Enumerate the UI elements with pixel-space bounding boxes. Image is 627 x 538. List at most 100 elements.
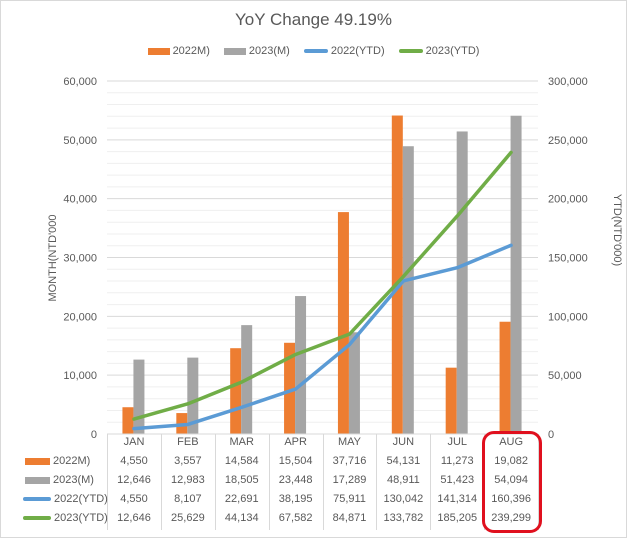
- line-swatch-icon: [303, 49, 328, 53]
- table-cell: 54,131: [386, 455, 421, 467]
- table-row-header: 2023(M): [25, 474, 94, 486]
- legend-label: 2022M): [172, 45, 210, 57]
- legend-item: 2022(YTD): [303, 45, 385, 57]
- table-divider: [268, 434, 270, 530]
- chart-legend: 2022M) 2023(M) 2022(YTD) 2023(YTD): [0, 45, 627, 57]
- y2-tick-label: 100,000: [548, 311, 588, 323]
- chart-title: YoY Change 49.19%: [235, 10, 392, 29]
- legend-item: 2023(YTD): [398, 45, 480, 57]
- bar-2022m: [284, 342, 296, 434]
- table-cell: 4,550: [120, 455, 148, 467]
- category-label: APR: [284, 436, 307, 448]
- y2-tick-label: 150,000: [548, 253, 588, 265]
- bar-swatch-icon: [147, 47, 170, 55]
- table-cell: 11,273: [440, 455, 474, 467]
- category-label: JUL: [447, 436, 468, 448]
- table-cell: 18,505: [224, 474, 259, 486]
- category-label: MAR: [229, 436, 254, 448]
- table-cell: 25,629: [171, 512, 205, 524]
- table-divider: [214, 434, 216, 530]
- table-cell: 4,550: [120, 493, 148, 505]
- category-label: JUN: [392, 436, 415, 448]
- table-cell: 37,716: [332, 455, 367, 467]
- table-cell: 185,205: [437, 512, 478, 524]
- table-divider: [322, 434, 324, 530]
- bar-2023m: [456, 131, 468, 434]
- table-cell: 48,911: [386, 474, 420, 486]
- table-cell: 23,448: [278, 474, 313, 486]
- bar-2022m: [445, 367, 457, 434]
- table-cell: 44,134: [224, 512, 259, 524]
- table-divider: [107, 434, 108, 530]
- table-cell: 8,107: [174, 493, 202, 505]
- bar-2022m: [337, 212, 349, 434]
- y-tick-label: 0: [91, 429, 97, 441]
- bar-2023m: [187, 357, 199, 434]
- legend-item: 2022M): [147, 45, 210, 57]
- table-divider: [160, 434, 162, 530]
- legend-label: 2023(M): [248, 45, 290, 57]
- table-cell: 141,314: [437, 493, 478, 505]
- table-cell: 12,983: [171, 474, 205, 486]
- table-divider: [376, 434, 378, 530]
- table-row-header: 2022M): [25, 455, 90, 467]
- category-label: MAY: [337, 436, 362, 448]
- legend-item: 2023(M): [223, 45, 290, 57]
- table-cell: 12,646: [117, 474, 151, 486]
- bar-2023m: [295, 296, 307, 434]
- y2-tick-label: 0: [548, 429, 554, 441]
- table-cell: 19,082: [494, 455, 528, 467]
- y-tick-label: 40,000: [63, 194, 97, 206]
- y-axis-title: MONTH(NTD'000: [47, 214, 59, 301]
- series-swatch-icon: [23, 516, 51, 520]
- table-divider: [430, 434, 432, 530]
- bar-swatch-icon: [223, 47, 246, 55]
- aug-highlight-box: [482, 431, 542, 533]
- y2-axis-title: YTD(NTD'000): [611, 194, 623, 266]
- category-label: FEB: [177, 436, 199, 448]
- y-tick-label: 30,000: [63, 253, 97, 265]
- table-cell: 22,691: [224, 493, 259, 505]
- table-divider: [538, 434, 539, 530]
- table-cell: 51,423: [440, 474, 475, 486]
- table-cell: 17,289: [332, 474, 367, 486]
- y-tick-label: 60,000: [63, 76, 97, 88]
- bar-2022m: [391, 115, 403, 434]
- bar-2023m: [348, 332, 360, 434]
- bar-2023m: [133, 359, 145, 434]
- category-label: JAN: [123, 436, 145, 448]
- line-swatch-icon: [398, 49, 423, 53]
- table-cell: 12,646: [117, 512, 151, 524]
- line-2023ytd: [132, 150, 513, 421]
- line-2022ytd: [132, 243, 513, 431]
- y2-tick-label: 50,000: [548, 370, 582, 382]
- bar-2022m: [122, 407, 134, 434]
- bar-2022m: [230, 348, 242, 434]
- table-cell: 239,299: [491, 512, 531, 524]
- y-tick-label: 20,000: [63, 311, 97, 323]
- table-cell: 133,782: [383, 512, 424, 524]
- table-cell: 67,582: [278, 512, 313, 524]
- category-label: AUG: [499, 436, 524, 448]
- table-row-header: 2022(YTD): [23, 493, 108, 505]
- table-cell: 54,094: [494, 474, 528, 486]
- table-row-header: 2023(YTD): [23, 512, 108, 524]
- y2-tick-label: 200,000: [548, 194, 588, 206]
- series-swatch-icon: [23, 497, 51, 501]
- table-cell: 130,042: [383, 493, 424, 505]
- y-tick-label: 50,000: [63, 135, 97, 147]
- table-cell: 14,584: [224, 455, 259, 467]
- legend-label: 2023(YTD): [425, 45, 480, 57]
- table-cell: 84,871: [332, 512, 367, 524]
- table-cell: 15,504: [278, 455, 313, 467]
- bar-2023m: [510, 115, 522, 435]
- series-swatch-icon: [25, 457, 50, 465]
- series-swatch-icon: [25, 476, 50, 484]
- bar-2022m: [499, 321, 511, 434]
- table-cell: 160,396: [491, 493, 531, 505]
- y2-tick-label: 300,000: [548, 76, 588, 88]
- table-cell: 75,911: [333, 493, 366, 505]
- y2-tick-label: 250,000: [548, 135, 588, 147]
- bar-2023m: [402, 146, 414, 434]
